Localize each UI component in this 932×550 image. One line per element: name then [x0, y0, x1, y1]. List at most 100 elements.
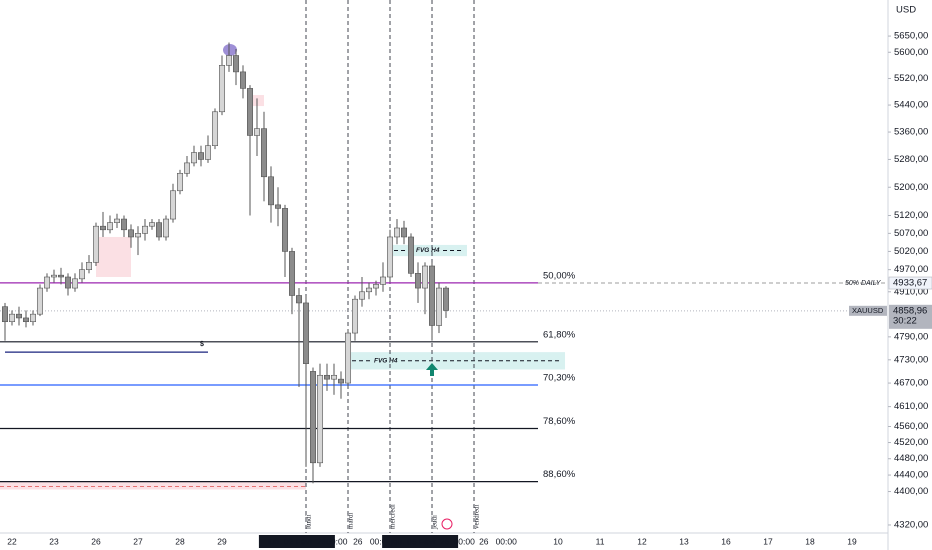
candle-body — [8, 313, 15, 323]
level-label: 61,80% — [543, 329, 576, 340]
y-tick-label: 4790,00 — [894, 331, 928, 342]
candle-body — [324, 374, 331, 380]
candle-body — [247, 88, 254, 136]
zone — [348, 352, 566, 370]
x-tick-label: 16 — [721, 536, 731, 546]
x-tick-label: 26 — [91, 536, 101, 546]
candle-body — [261, 128, 268, 178]
x-tick-label: 26 — [479, 536, 489, 546]
candle-body — [415, 273, 422, 289]
x-tick-label: 00:00 — [454, 536, 476, 546]
y-tick-label: 4910,00 — [894, 286, 928, 297]
countdown-label: 30:22 — [893, 315, 917, 326]
x-tick-label: 27 — [133, 536, 143, 546]
candle-body — [240, 71, 247, 89]
y-tick-label: 4560,00 — [894, 421, 928, 432]
candle-body — [86, 262, 93, 270]
candle-body — [282, 208, 289, 252]
candle-body — [170, 190, 177, 220]
candle-body — [100, 225, 107, 231]
candle-body — [79, 269, 86, 280]
x-tick-label: 26 — [353, 536, 363, 546]
candle-body — [254, 128, 261, 136]
candle-body — [184, 162, 191, 174]
candle-body — [310, 371, 317, 464]
candle-body — [1, 306, 8, 323]
session-label: lundi — [305, 515, 313, 529]
x-tick-label: 11 — [596, 536, 605, 546]
y-tick-label: 5280,00 — [894, 154, 928, 165]
candle-body — [359, 291, 366, 300]
candle-body — [352, 298, 359, 334]
candle-body — [401, 227, 408, 238]
level-label: 78,60% — [543, 416, 576, 427]
candle-body — [268, 176, 275, 206]
symbol-label: XAUUSD — [852, 306, 884, 315]
x-tick-label: 28 — [175, 536, 185, 546]
x-tick-label: 18 — [805, 536, 815, 546]
x-tick-label: 13 — [679, 536, 689, 546]
y-tick-label: 4520,00 — [894, 437, 928, 448]
lightning-icon — [441, 518, 453, 530]
x-tick-label: 17 — [763, 536, 773, 546]
candle-body — [142, 225, 149, 234]
candle-body — [71, 278, 78, 289]
session-label: mardi — [347, 513, 355, 529]
icon-marker — [223, 44, 237, 56]
zone-label-bg — [414, 245, 441, 256]
session-label: vendredi — [473, 504, 481, 529]
last-price-box — [889, 304, 932, 329]
x-tick-label: 00:0 — [370, 536, 387, 546]
x-tick-label: 19 — [847, 536, 857, 546]
candle-body — [93, 225, 100, 263]
candle-body — [212, 111, 219, 146]
candle-body — [107, 222, 114, 231]
zone-label: FVG H4 — [374, 358, 398, 365]
daily-price-label: 4933,67 — [893, 278, 927, 289]
y-tick-label: 4400,00 — [894, 486, 928, 497]
candle-body — [443, 287, 450, 311]
candle-body — [156, 222, 163, 238]
candle-body — [289, 251, 296, 296]
candle-body — [296, 295, 303, 304]
candle-body — [303, 302, 310, 364]
level-label: 50,00% — [543, 270, 576, 281]
level-label: 70,30% — [543, 373, 576, 384]
candle-body — [36, 287, 43, 315]
y-tick-label: 4320,00 — [894, 519, 928, 530]
currency: USD — [896, 5, 916, 16]
y-tick-label: 5120,00 — [894, 210, 928, 221]
candle-body — [114, 218, 121, 223]
candle-body — [233, 55, 240, 73]
y-tick-label: 5020,00 — [894, 246, 928, 257]
candle-body — [226, 55, 233, 66]
zone-label: FVG H4 — [416, 247, 440, 254]
session-label: mercredi — [389, 504, 397, 529]
x-tick-label: 29 — [217, 536, 227, 546]
y-tick-label: 5360,00 — [894, 127, 928, 138]
candle-body — [43, 276, 50, 289]
candle-body — [64, 276, 71, 289]
x-tick-label: 10 — [553, 536, 563, 546]
candle-body — [57, 274, 64, 278]
candle-body — [338, 378, 345, 384]
candle-body — [275, 204, 282, 209]
x-tick-label: 00:00 — [496, 536, 518, 546]
level-label: 88,60% — [543, 469, 576, 480]
candle-body — [317, 374, 324, 464]
session-label: jeudi — [431, 515, 439, 530]
candle-body — [408, 236, 415, 274]
marker-label: $ — [200, 341, 204, 348]
arrow-icon — [426, 363, 438, 376]
candle-body — [177, 172, 184, 192]
last-price-label: 4858,96 — [893, 305, 927, 316]
y-tick-label: 5200,00 — [894, 182, 928, 193]
symbol-box — [849, 305, 887, 316]
x-tick-highlight — [258, 535, 335, 548]
y-tick-label: 5520,00 — [894, 73, 928, 84]
candle-body — [366, 287, 373, 293]
candle-body — [128, 229, 135, 238]
y-tick-label: 4440,00 — [894, 470, 928, 481]
candle-body — [135, 233, 142, 238]
